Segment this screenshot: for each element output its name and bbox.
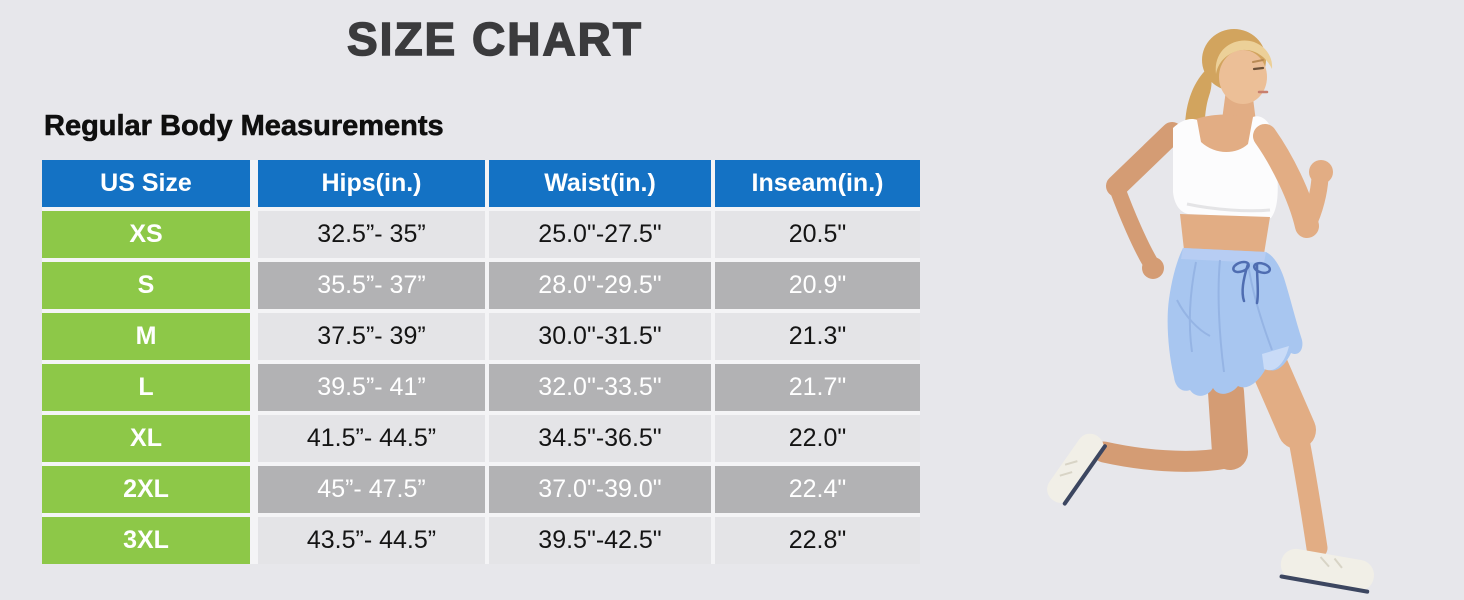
- shorts-waistband: [1181, 248, 1266, 263]
- table-row: M 37.5”- 39” 30.0"-31.5" 21.3": [42, 313, 920, 360]
- column-header-inseam: Inseam(in.): [715, 160, 920, 207]
- face: [1219, 50, 1267, 104]
- waist-cell: 30.0"-31.5": [489, 313, 711, 360]
- waist-cell: 28.0"-29.5": [489, 262, 711, 309]
- size-cell: L: [42, 364, 250, 411]
- table-subtitle: Regular Body Measurements: [44, 110, 444, 143]
- size-cell: 2XL: [42, 466, 250, 513]
- drawstring: [1232, 260, 1272, 305]
- front-fist: [1309, 160, 1333, 184]
- waist-cell: 39.5"-42.5": [489, 517, 711, 564]
- sports-bra: [1173, 116, 1278, 218]
- table-row: 3XL 43.5”- 44.5” 39.5"-42.5" 22.8": [42, 517, 920, 564]
- size-cell: M: [42, 313, 250, 360]
- shorts: [1167, 248, 1303, 396]
- hips-cell: 43.5”- 44.5”: [258, 517, 485, 564]
- size-cell: 3XL: [42, 517, 250, 564]
- size-table-header-row: US Size Hips(in.) Waist(in.) Inseam(in.): [42, 160, 920, 207]
- page-title: SIZE CHART: [346, 12, 643, 66]
- bra-underband: [1186, 202, 1271, 213]
- inseam-cell: 20.5": [715, 211, 920, 258]
- inseam-cell: 21.7": [715, 364, 920, 411]
- back-arm: [1106, 122, 1183, 270]
- waist-cell: 34.5"-36.5": [489, 415, 711, 462]
- front-leg: [1244, 333, 1328, 559]
- back-fist: [1142, 257, 1164, 279]
- inseam-cell: 21.3": [715, 313, 920, 360]
- inseam-cell: 22.0": [715, 415, 920, 462]
- size-cell: XS: [42, 211, 250, 258]
- size-cell: XL: [42, 415, 250, 462]
- column-header-us-size: US Size: [42, 160, 250, 207]
- table-row: S 35.5”- 37” 28.0"-29.5" 20.9": [42, 262, 920, 309]
- running-woman-illustration: [1047, 29, 1375, 594]
- size-cell: S: [42, 262, 250, 309]
- hips-cell: 37.5”- 39”: [258, 313, 485, 360]
- table-row: L 39.5”- 41” 32.0"-33.5" 21.7": [42, 364, 920, 411]
- hips-cell: 45”- 47.5”: [258, 466, 485, 513]
- waist-cell: 25.0"-27.5": [489, 211, 711, 258]
- inseam-cell: 20.9": [715, 262, 920, 309]
- table-row: 2XL 45”- 47.5” 37.0"-39.0" 22.4": [42, 466, 920, 513]
- eyebrow: [1252, 59, 1264, 63]
- inseam-cell: 22.8": [715, 517, 920, 564]
- head: [1202, 29, 1273, 104]
- table-row: XL 41.5”- 44.5” 34.5"-36.5" 22.0": [42, 415, 920, 462]
- inseam-cell: 22.4": [715, 466, 920, 513]
- running-woman-photo: [1020, 0, 1464, 600]
- table-row: XS 32.5”- 35” 25.0"-27.5" 20.5": [42, 211, 920, 258]
- front-shoe: [1279, 548, 1375, 594]
- hips-cell: 32.5”- 35”: [258, 211, 485, 258]
- hips-cell: 35.5”- 37”: [258, 262, 485, 309]
- size-table: US Size Hips(in.) Waist(in.) Inseam(in.)…: [42, 160, 920, 564]
- eye: [1252, 66, 1265, 71]
- waist-cell: 37.0"-39.0": [489, 466, 711, 513]
- back-leg: [1093, 374, 1248, 472]
- midriff: [1180, 214, 1270, 254]
- column-header-waist: Waist(in.): [489, 160, 711, 207]
- back-shoe: [1047, 433, 1107, 506]
- hair-fringe: [1215, 40, 1273, 74]
- hips-cell: 41.5”- 44.5”: [258, 415, 485, 462]
- waist-cell: 32.0"-33.5": [489, 364, 711, 411]
- column-header-hips: Hips(in.): [258, 160, 485, 207]
- shorts-lining: [1262, 346, 1289, 371]
- hips-cell: 39.5”- 41”: [258, 364, 485, 411]
